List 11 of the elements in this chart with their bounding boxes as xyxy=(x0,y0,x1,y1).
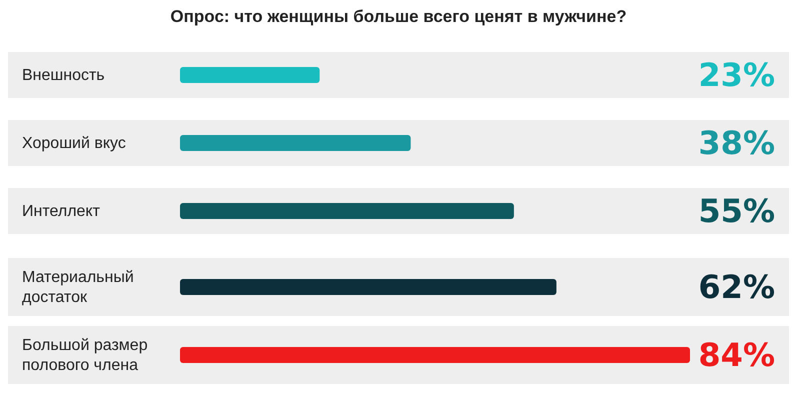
data-label: 84% xyxy=(698,336,775,374)
y-tick-label: Материальный достаток xyxy=(22,268,134,306)
data-label: 23% xyxy=(698,56,775,94)
data-label: 38% xyxy=(698,124,775,162)
data-label: 55% xyxy=(698,192,775,230)
data-label: 62% xyxy=(698,268,775,306)
y-tick-label: Хороший вкус xyxy=(22,134,126,152)
y-tick-label: Внешность xyxy=(22,66,105,84)
y-tick-label: Большой размер полового члена xyxy=(22,336,148,374)
y-tick-label: Интеллект xyxy=(22,202,101,220)
chart-title: Опрос: что женщины больше всего ценят в мужчине? xyxy=(170,7,627,26)
